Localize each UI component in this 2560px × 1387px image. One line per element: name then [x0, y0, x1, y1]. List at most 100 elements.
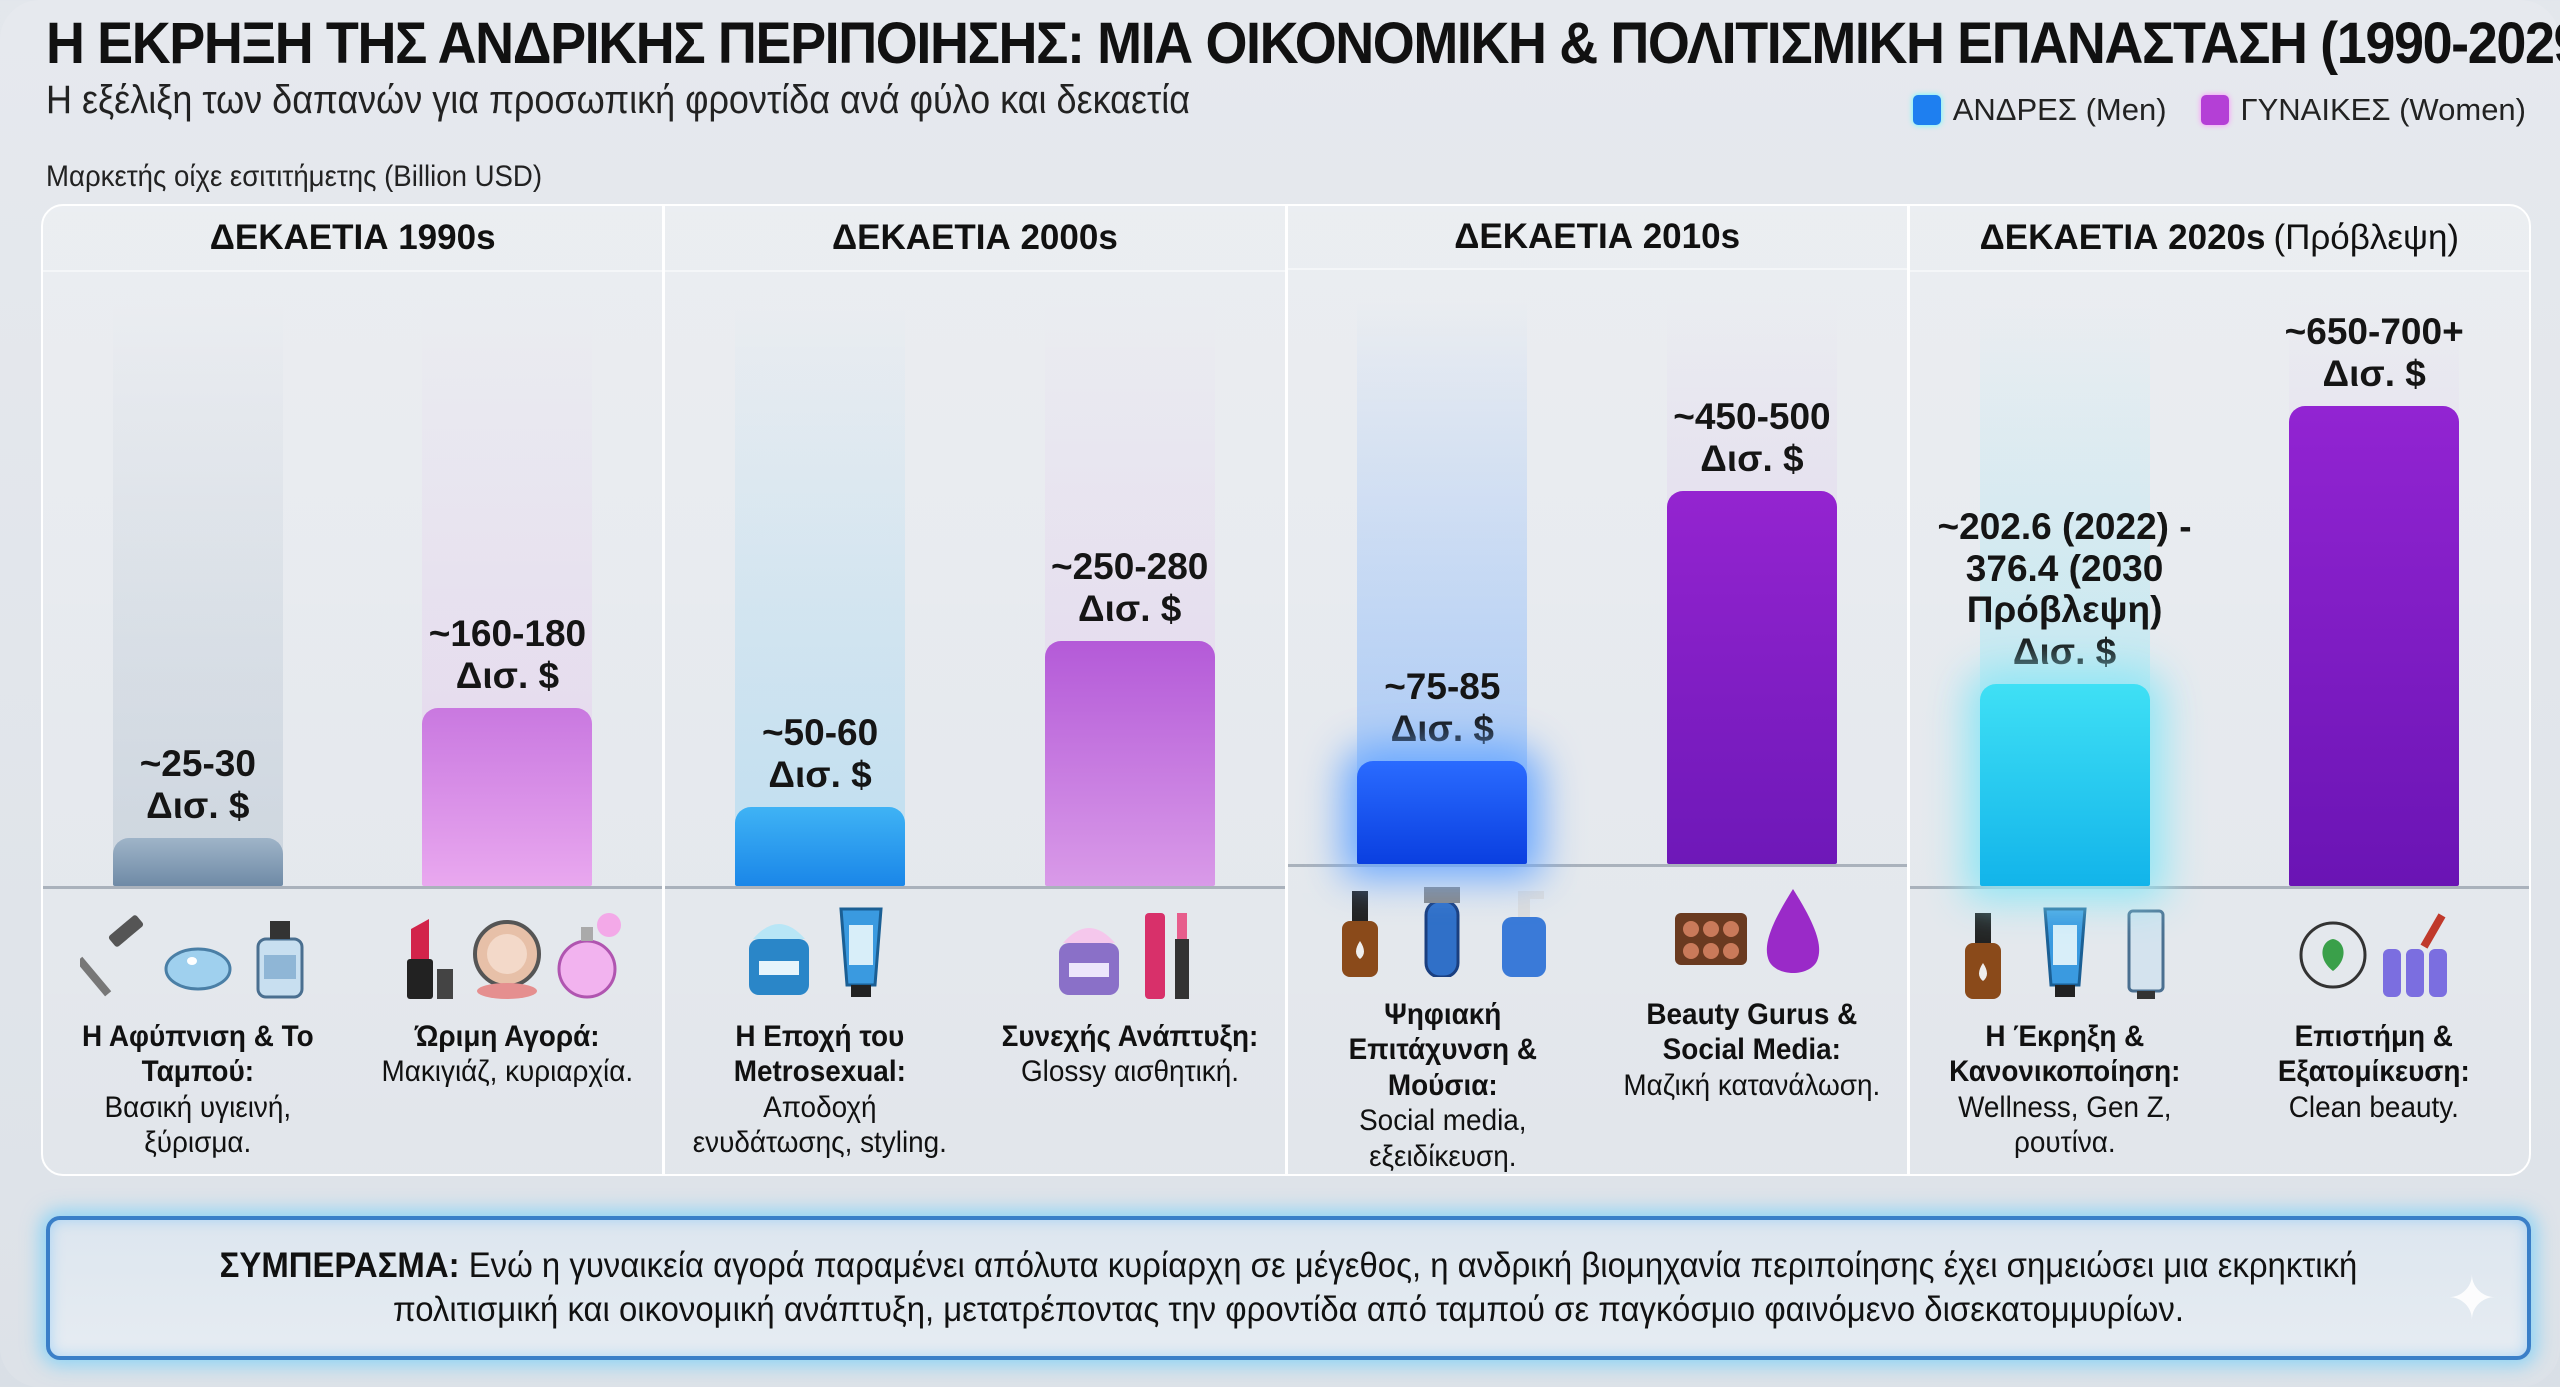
y-axis-label: Μαρκετής οίχε εσιτιτήμετης (Billion USD): [46, 160, 543, 193]
bar-value-label: ~202.6 (2022) - 376.4 (2030 Πρόβλεψη) Δι…: [1937, 506, 2192, 672]
caption-title: Επιστήμη & Εξατομίκευση:: [2278, 1020, 2471, 1089]
chart-subtitle: Η εξέλιξη των δαπανών για προσωπική φρον…: [46, 78, 1191, 122]
clean-badge-icon: [2299, 921, 2367, 989]
product-icons: [743, 889, 897, 999]
bar-slot: ~50-60 Δισ. $: [665, 272, 975, 886]
caption-text: Μαζική κατανάλωση.: [1623, 1068, 1881, 1102]
razor-icon: [79, 915, 143, 997]
jar-icon: [749, 924, 810, 995]
lipstick-icon: [407, 919, 454, 999]
item-block: Η Εποχή του Metrosexual: Αποδοχή ενυδάτωσ…: [665, 889, 975, 1174]
product-icons: [1947, 889, 2183, 999]
perfume-icon: [557, 913, 622, 999]
caption: Ψηφιακή Επιτάχυνση & Μούσια: Social media…: [1298, 997, 1586, 1174]
bar-backdrop: [112, 302, 283, 886]
decade-header: ΔΕΚΑΕΤΙΑ 2020s (Πρόβλεψη): [1909, 206, 2529, 272]
decade-column: ΔΕΚΑΕΤΙΑ 1990s ~25-30 Δισ. $ ~160-180 Δι…: [43, 206, 666, 1174]
plot-area: ~50-60 Δισ. $ ~250-280 Δισ. $: [665, 272, 1285, 889]
bottle-icon: [256, 921, 304, 999]
decade-column: ΔΕΚΑΕΤΙΑ 2020s (Πρόβλεψη) ~202.6 (2022) -…: [1909, 206, 2529, 1174]
legend-swatch-men: [1912, 95, 1941, 125]
caption: Η Αφύπνιση & Το Ταμπού: Βασική υγιεινή, ξ…: [54, 1019, 342, 1161]
compact-icon: [473, 920, 542, 999]
caption-text: Social media, εξειδίκευση.: [1358, 1104, 1527, 1173]
bar-men: [112, 838, 283, 886]
plot-area: ~25-30 Δισ. $ ~160-180 Δισ. $: [43, 272, 663, 889]
product-icons: [389, 889, 625, 999]
legend-label-men: ΑΝΔΡΕΣ (Men): [1952, 92, 2167, 127]
item-block: Η Αφύπνιση & Το Ταμπού: Βασική υγιεινή, ξ…: [43, 889, 353, 1174]
bar-men: [735, 807, 906, 886]
bar-value-label: ~450-500 Δισ. $: [1673, 396, 1831, 479]
pump-icon: [1502, 891, 1547, 978]
bar-men: [1357, 761, 1528, 865]
product-icons: [1674, 867, 1829, 977]
bar-slot: ~202.6 (2022) - 376.4 (2030 Πρόβλεψη) Δι…: [1910, 272, 2220, 886]
bar-value-label: ~50-60 Δισ. $: [761, 712, 879, 795]
bar-slot: ~250-280 Δισ. $: [975, 272, 1285, 886]
conclusion-text: ΣΥΜΠΕΡΑΣΜΑ: Ενώ η γυναικεία αγορά παραμέ…: [162, 1244, 2415, 1332]
conclusion-label: ΣΥΜΠΕΡΑΣΜΑ:: [219, 1246, 460, 1286]
bar-women: [2289, 406, 2460, 886]
sparkle-icon: ✦: [2446, 1265, 2497, 1332]
decade-header: ΔΕΚΑΕΤΙΑ 2000s: [665, 206, 1285, 272]
bar-slot: ~75-85 Δισ. $: [1288, 270, 1598, 865]
caption: Ώριμη Αγορά: Μακιγιάζ, κυριαρχία.: [376, 1019, 639, 1090]
item-block: Η Έκρηξη & Κανονικοποίηση: Wellness, Gen …: [1910, 889, 2220, 1174]
gloss-icon: [1144, 913, 1189, 999]
caption-text: Αποδοχή ενυδάτωσης, styling.: [692, 1090, 948, 1160]
legend: ΑΝΔΡΕΣ (Men) ΓΥΝΑΙΚΕΣ (Women): [1912, 92, 2526, 128]
chart-title: Η ΕΚΡΗΞΗ ΤΗΣ ΑΝΔΡΙΚΗΣ ΠΕΡΙΠΟΙΗΣΗΣ: ΜΙΑ Ο…: [46, 11, 2560, 76]
decade-label: ΔΕΚΑΕΤΙΑ 2000s: [831, 218, 1118, 257]
caption-title: Συνεχής Ανάπτυξη:: [1001, 1020, 1259, 1053]
decade-note: (Πρόβλεψη): [2273, 218, 2460, 257]
tube-icon: [839, 907, 883, 997]
soap-icon: [164, 947, 232, 991]
dropper-icon: [1342, 891, 1379, 978]
caption-title: Ψηφιακή Επιτάχυνση & Μούσια:: [1348, 998, 1537, 1102]
legend-label-women: ΓΥΝΑΙΚΕΣ (Women): [2240, 92, 2526, 127]
decade-label: ΔΕΚΑΕΤΙΑ 1990s: [209, 218, 496, 257]
bar-backdrop: [735, 302, 906, 886]
decade-column: ΔΕΚΑΕΤΙΑ 2010s ~75-85 Δισ. $ ~450-500 Δι…: [1287, 206, 1910, 1174]
caption: Beauty Gurus & Social Media: Μαζική καταν…: [1608, 997, 1896, 1103]
caption: Η Έκρηξη & Κανονικοποίηση: Wellness, Gen …: [1921, 1019, 2209, 1161]
bar-men: [1979, 684, 2150, 886]
bar-women: [1666, 491, 1837, 865]
caption-text: Clean beauty.: [2289, 1090, 2460, 1124]
palette-icon: [1674, 913, 1747, 966]
caption: Η Εποχή του Metrosexual: Αποδοχή ενυδάτωσ…: [676, 1019, 964, 1161]
caption-title: Ώριμη Αγορά:: [415, 1020, 600, 1053]
vials-icon: [2383, 913, 2448, 997]
item-block: Ώριμη Αγορά: Μακιγιάζ, κυριαρχία.: [353, 889, 663, 1174]
item-block: Συνεχής Ανάπτυξη: Glossy αισθητική.: [975, 889, 1285, 1174]
decade-header: ΔΕΚΑΕΤΙΑ 2010s: [1287, 206, 1907, 270]
decade-column: ΔΕΚΑΕΤΙΑ 2000s ~50-60 Δισ. $ ~250-280 Δι…: [665, 206, 1288, 1174]
sponge-icon: [1766, 889, 1820, 974]
conclusion-body: Ενώ η γυναικεία αγορά παραμένει απόλυτα …: [393, 1246, 2358, 1329]
trimmer-icon: [1424, 887, 1461, 978]
plot-area: ~75-85 Δισ. $ ~450-500 Δισ. $: [1287, 270, 1907, 868]
caption-title: Η Έκρηξη & Κανονικοποίηση:: [1948, 1020, 2181, 1089]
bar-value-label: ~25-30 Δισ. $: [139, 743, 256, 826]
caption-text: Μακιγιάζ, κυριαρχία.: [381, 1055, 634, 1089]
caption-text: Wellness, Gen Z, ρουτίνα.: [1957, 1090, 2172, 1160]
decade-label: ΔΕΚΑΕΤΙΑ 2010s: [1454, 216, 1741, 256]
bar-slot: ~650-700+ Δισ. $: [2219, 272, 2529, 886]
bar-slot: ~25-30 Δισ. $: [43, 272, 353, 886]
caption: Συνεχής Ανάπτυξη: Glossy αισθητική.: [996, 1019, 1264, 1090]
legend-item-men: ΑΝΔΡΕΣ (Men): [1912, 92, 2167, 128]
bar-value-label: ~160-180 Δισ. $: [428, 613, 587, 696]
legend-item-women: ΓΥΝΑΙΚΕΣ (Women): [2200, 92, 2526, 128]
tube2-icon: [2127, 909, 2165, 999]
caption-title: Η Αφύπνιση & Το Ταμπού:: [81, 1020, 314, 1089]
bar-women: [1044, 641, 1215, 886]
legend-swatch-women: [2200, 95, 2229, 125]
jar-pink-icon: [1058, 928, 1119, 995]
bar-slot: ~450-500 Δισ. $: [1597, 270, 1907, 865]
product-icons: [1053, 889, 1207, 999]
tube-icon: [2042, 907, 2087, 997]
product-icons: [2297, 889, 2451, 999]
bar-value-label: ~75-85 Δισ. $: [1384, 666, 1501, 749]
decade-label: ΔΕΚΑΕΤΙΑ 2020s: [1979, 218, 2266, 257]
